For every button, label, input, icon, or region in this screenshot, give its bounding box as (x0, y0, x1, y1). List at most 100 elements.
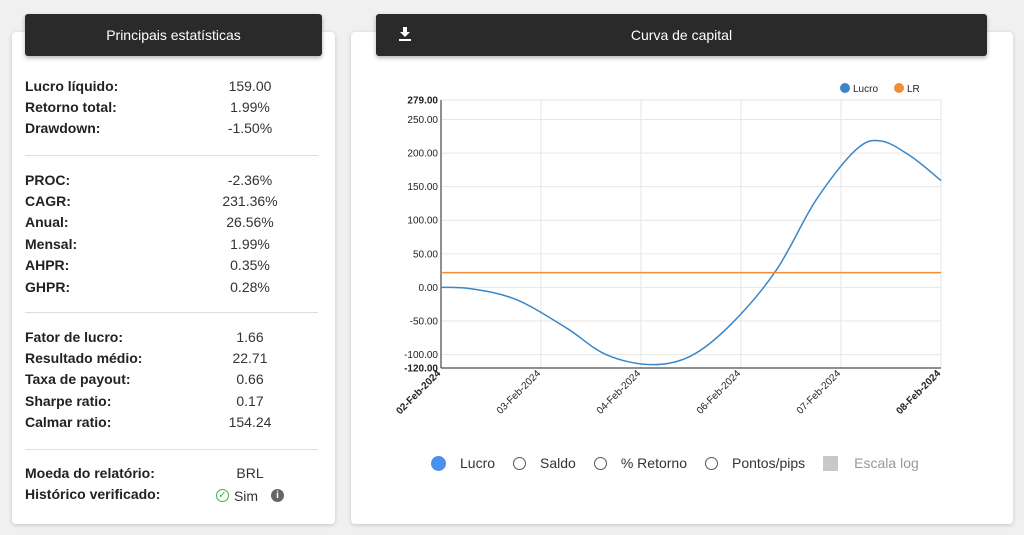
equity-curve-chart: 279.00 250.00 200.00 150.00 100.00 50.00 0.00 -… (394, 83, 943, 417)
chart-title: Curva de capital (630, 27, 733, 43)
stat-label: Histórico verificado: (25, 486, 161, 503)
y-tick-label: -120.00 (404, 364, 438, 375)
stat-row: AHPR: 0.35% (25, 255, 308, 276)
stat-value: 1.99% (230, 235, 270, 252)
stat-label: Moeda do relatório: (25, 464, 155, 481)
legend-label-lucro: Lucro (853, 84, 878, 95)
info-icon[interactable]: i (271, 489, 285, 503)
radio-retorno[interactable] (593, 456, 607, 470)
stat-row: Drawdown: -1.50% (25, 118, 308, 139)
stats-card (12, 32, 335, 524)
stat-label: Resultado médio: (25, 350, 143, 367)
stat-label: Taxa de payout: (25, 371, 131, 388)
y-tick-label: 50.00 (413, 249, 438, 260)
check-circle-icon: ✓ (215, 489, 229, 503)
stat-value: -1.50% (227, 120, 273, 137)
stat-row: Moeda do relatório: BRL (25, 462, 308, 483)
option-log-scale[interactable]: Escala log (823, 455, 919, 471)
stat-label: Lucro líquido: (25, 77, 119, 94)
stat-row: GHPR: 0.28% (25, 276, 308, 297)
stat-label: Anual: (25, 214, 69, 231)
log-scale-label: Escala log (854, 455, 919, 471)
y-tick-label: -100.00 (404, 350, 438, 361)
stat-row: Retorno total: 1.99% (25, 96, 308, 117)
radio-saldo[interactable] (513, 456, 527, 470)
option-saldo-label: Saldo (540, 455, 576, 471)
stats-group-ratios: Fator de lucro: 1.66 Resultado médio: 22.71… (25, 326, 308, 433)
series-line-lucro (440, 139, 942, 366)
stat-label: Mensal: (25, 235, 78, 252)
chart-card (351, 32, 1013, 524)
stat-label: Calmar ratio: (25, 414, 112, 431)
log-scale-checkbox[interactable] (823, 455, 839, 471)
stat-value: 26.56% (226, 214, 274, 231)
x-tick-label: 03-Feb-2024 (495, 368, 544, 417)
option-lucro[interactable]: Lucro (431, 455, 495, 471)
stat-value: -2.36% (227, 171, 273, 188)
stat-value: 1.99% (230, 99, 270, 116)
stat-label: Drawdown: (25, 120, 101, 137)
option-pontos-label: Pontos/pips (732, 455, 806, 471)
option-saldo[interactable]: Saldo (513, 455, 576, 471)
stat-value: 159.00 (228, 77, 272, 94)
stat-label: Fator de lucro: (25, 328, 124, 345)
stat-label: PROC: (25, 171, 71, 188)
stat-row: PROC: -2.36% (25, 169, 308, 190)
stat-row: Sharpe ratio: 0.17 (25, 390, 308, 411)
stat-row: CAGR: 231.36% (25, 190, 308, 211)
y-tick-label: 0.00 (419, 283, 439, 294)
stats-group-growth: PROC: -2.36% CAGR: 231.36% Anual: 26.56% Mensa… (25, 169, 308, 297)
y-tick-label: 279.00 (407, 96, 438, 107)
option-retorno-label: % Retorno (620, 455, 687, 471)
x-tick-label: 07-Feb-2024 (795, 368, 844, 417)
stats-group-account: Moeda do relatório: BRL Histórico verifica… (25, 462, 308, 505)
stat-row: Taxa de payout: 0.66 (25, 369, 308, 390)
stat-value: 231.36% (222, 193, 278, 210)
option-retorno[interactable]: % Retorno (593, 455, 687, 471)
stat-label: Retorno total: (25, 99, 117, 116)
divider (25, 312, 318, 313)
stat-row: Mensal: 1.99% (25, 233, 308, 254)
stat-value: 1.66 (236, 328, 264, 345)
verified-value: Sim (233, 487, 259, 504)
option-pontos[interactable]: Pontos/pips (705, 455, 805, 471)
x-tick-label: 04-Feb-2024 (595, 368, 644, 417)
stat-value: BRL (236, 464, 264, 481)
stat-label: GHPR: (25, 278, 71, 295)
x-tick-label: 02-Feb-2024 (394, 368, 443, 417)
stat-value: 0.17 (236, 392, 264, 409)
download-icon[interactable] (398, 26, 412, 42)
x-tick-label: 08-Feb-2024 (894, 368, 943, 417)
radio-lucro[interactable] (431, 455, 446, 471)
y-tick-label: 100.00 (407, 216, 438, 227)
legend-label-lr: LR (907, 84, 920, 95)
y-tick-label: 150.00 (407, 182, 438, 193)
chart-options: Lucro Saldo % Retorno Pontos/pips Escala… (431, 455, 937, 471)
stat-row: Fator de lucro: 1.66 (25, 326, 308, 347)
divider (25, 449, 318, 450)
stat-value: ✓ Sim i (195, 485, 305, 504)
stat-value: 0.35% (230, 257, 270, 274)
stat-label: AHPR: (25, 257, 70, 274)
chart-header: Curva de capital (376, 14, 987, 56)
stat-value: 22.71 (232, 350, 268, 367)
stats-group-returns: Lucro líquido: 159.00 Retorno total: 1.99% D… (25, 75, 308, 139)
divider (25, 155, 318, 156)
y-tick-label: 250.00 (407, 115, 438, 126)
verified-status: ✓ Sim i (215, 487, 285, 504)
stat-label: CAGR: (25, 193, 71, 210)
stat-row: Resultado médio: 22.71 (25, 347, 308, 368)
stat-row: Histórico verificado: ✓ Sim i (25, 483, 308, 504)
stat-value: 0.66 (236, 371, 264, 388)
stat-label: Sharpe ratio: (25, 392, 112, 409)
option-lucro-label: Lucro (460, 455, 496, 471)
x-tick-label: 06-Feb-2024 (695, 368, 744, 417)
radio-pontos[interactable] (705, 456, 718, 470)
stat-row: Calmar ratio: 154.24 (25, 412, 308, 433)
y-tick-label: 200.00 (407, 149, 438, 160)
stat-value: 154.24 (228, 414, 272, 431)
stats-title: Principais estatísticas (106, 27, 241, 43)
legend-marker-lucro (840, 83, 850, 93)
stat-value: 0.28% (230, 278, 270, 295)
legend-marker-lr (894, 83, 904, 93)
